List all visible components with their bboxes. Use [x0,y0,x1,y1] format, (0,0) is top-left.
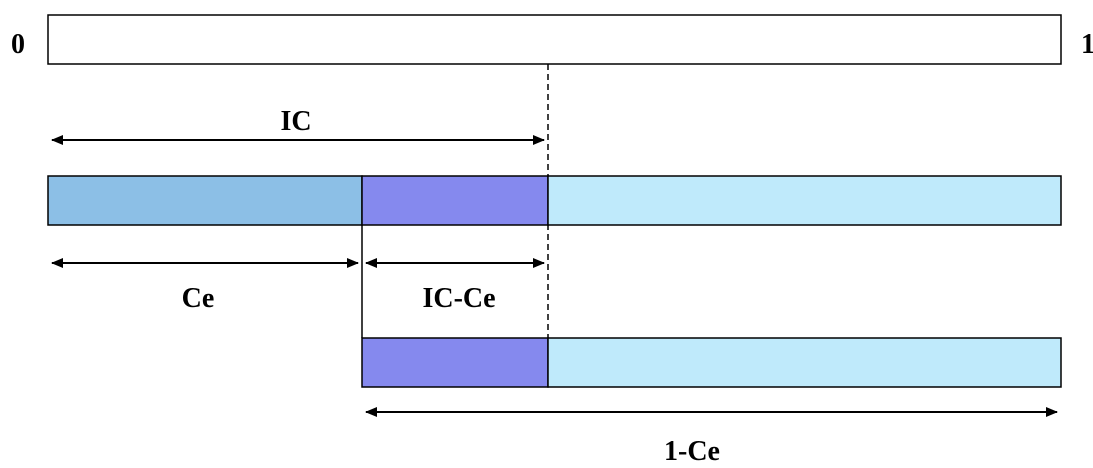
scale-start-label: 0 [11,29,25,60]
lower-ic-minus-ce-segment [361,337,549,388]
lower-remainder-segment [547,337,1062,388]
remainder-segment [547,175,1062,226]
ic-label: IC [280,106,311,137]
ce-segment [47,175,363,226]
ic-minus-ce-segment [361,175,549,226]
ic-minus-ce-label: IC-Ce [422,283,495,314]
ce-label: Ce [182,283,215,314]
scale-end-label: 1 [1081,29,1093,60]
unit-interval-bar [47,14,1062,65]
one-minus-ce-label: 1-Ce [664,436,720,467]
